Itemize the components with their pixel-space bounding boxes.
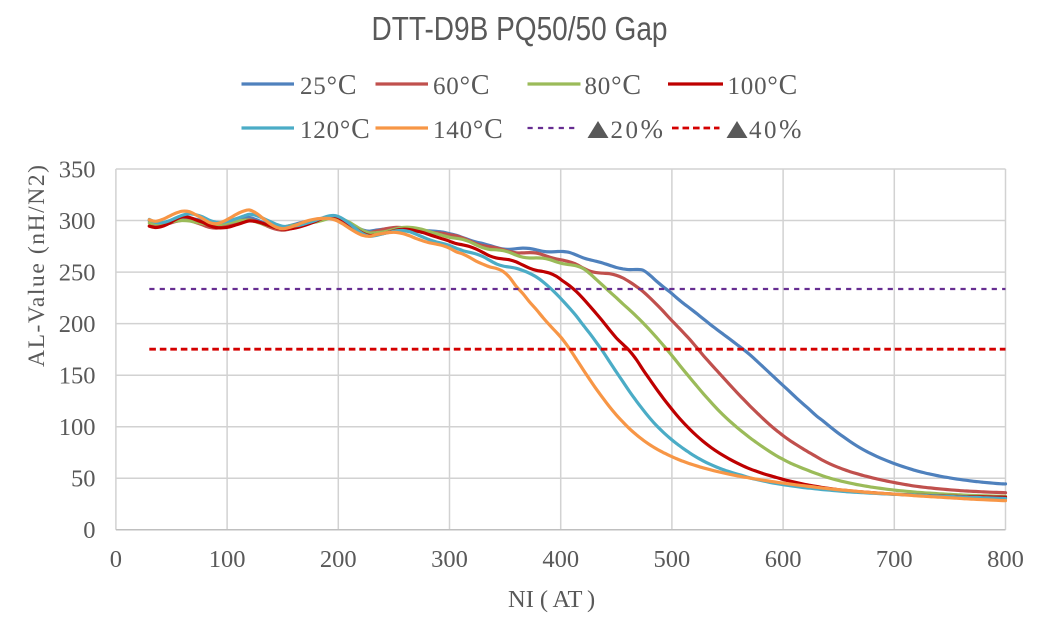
svg-text:500: 500: [654, 546, 691, 573]
svg-text:200: 200: [59, 311, 96, 338]
svg-text:0: 0: [83, 517, 95, 544]
svg-text:50: 50: [71, 466, 96, 493]
svg-text:100: 100: [59, 414, 96, 441]
svg-text:300: 300: [59, 208, 96, 235]
svg-text:25°C: 25°C: [300, 70, 357, 101]
svg-text:700: 700: [876, 546, 913, 573]
svg-text:250: 250: [59, 260, 96, 287]
svg-text:120°C: 120°C: [300, 114, 371, 145]
svg-text:300: 300: [431, 546, 468, 573]
svg-text:0: 0: [110, 546, 122, 573]
svg-text:NI(AT): NI(AT): [508, 586, 595, 613]
svg-text:80°C: 80°C: [585, 70, 642, 101]
svg-text:800: 800: [987, 546, 1024, 573]
svg-text:40%: 40%: [749, 114, 804, 144]
svg-text:600: 600: [765, 546, 802, 573]
svg-text:60°C: 60°C: [433, 70, 490, 101]
svg-text:20%: 20%: [611, 114, 666, 144]
svg-text:400: 400: [542, 546, 579, 573]
svg-text:AL-Value (nH/N2): AL-Value (nH/N2): [24, 165, 50, 367]
svg-text:DTT-D9B PQ50/50 Gap: DTT-D9B PQ50/50 Gap: [372, 10, 668, 47]
svg-text:200: 200: [320, 546, 357, 573]
svg-text:150: 150: [59, 363, 96, 390]
svg-text:100°C: 100°C: [728, 70, 799, 101]
svg-text:350: 350: [59, 156, 96, 183]
svg-text:140°C: 140°C: [433, 114, 504, 145]
svg-text:100: 100: [209, 546, 246, 573]
